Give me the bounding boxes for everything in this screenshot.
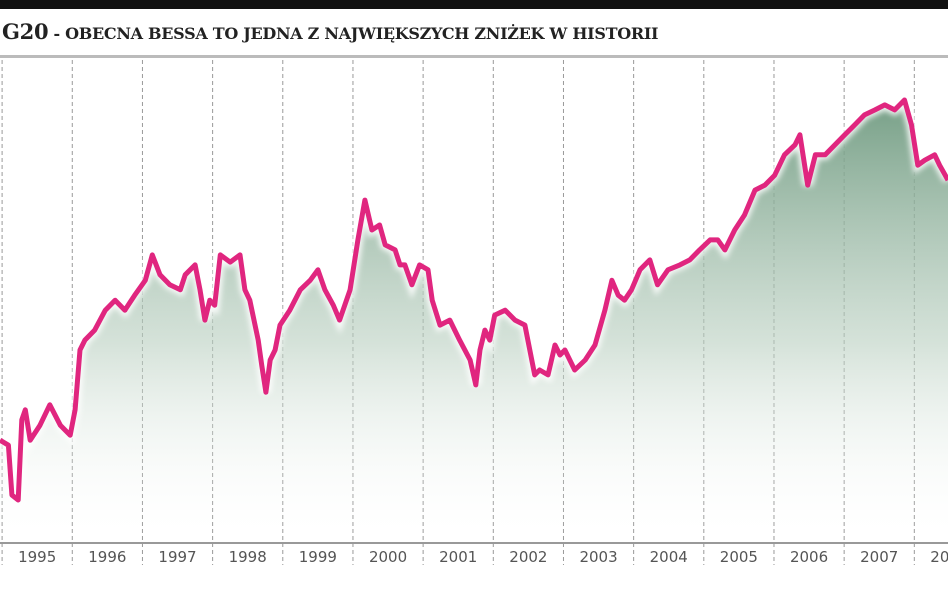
title-rule [0, 55, 948, 58]
top-bar [0, 0, 948, 9]
x-tick-label: 2007 [860, 548, 898, 566]
x-tick-label: 2006 [790, 548, 828, 566]
x-tick-label: 2003 [579, 548, 617, 566]
x-tick-label: 2001 [439, 548, 477, 566]
x-tick-label: 2000 [369, 548, 407, 566]
x-tick-label: 2002 [509, 548, 547, 566]
x-tick-label: 2005 [720, 548, 758, 566]
chart-title: G20 - OBECNA BESSA TO JEDNA Z NAJWIĘKSZY… [2, 19, 659, 44]
x-tick-label: 2008 [930, 548, 948, 566]
title-main: G20 [2, 19, 49, 44]
area-fill [0, 100, 948, 543]
title-rest: - OBECNA BESSA TO JEDNA Z NAJWIĘKSZYCH Z… [48, 24, 659, 43]
x-tick-label: 1995 [18, 548, 56, 566]
x-tick-label: 1999 [299, 548, 337, 566]
x-tick-label: 1997 [158, 548, 196, 566]
series-line [0, 97, 948, 503]
x-tick-label: 1996 [88, 548, 126, 566]
x-tick-label: 1998 [229, 548, 267, 566]
x-tick-label: 2004 [650, 548, 688, 566]
